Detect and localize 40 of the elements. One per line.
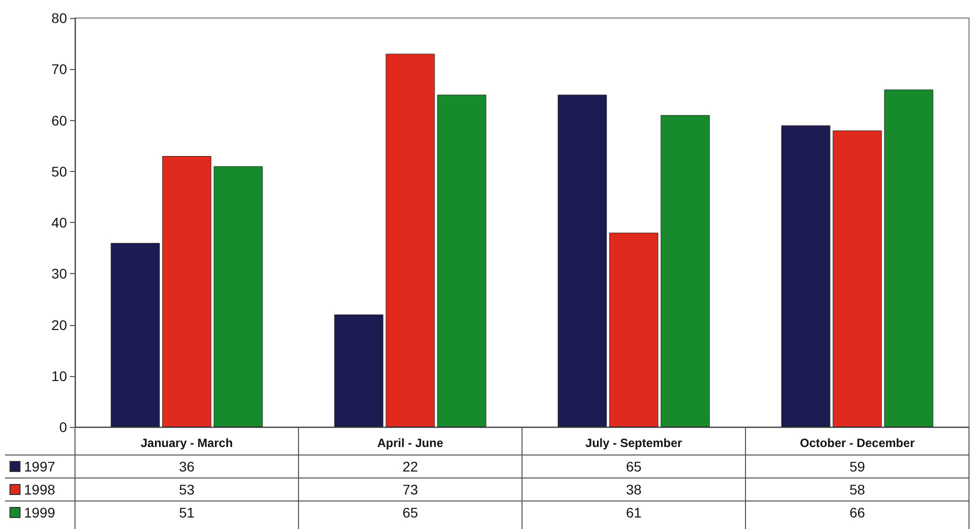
bar [214,166,263,427]
bar [162,156,212,427]
y-tick-label: 10 [51,368,68,384]
y-tick-label: 80 [51,10,68,26]
bar [437,94,486,427]
data-label: 65 [402,504,418,520]
y-tick-label: 0 [59,419,68,435]
bar [334,314,384,427]
data-label: 65 [626,458,642,474]
y-tick-label: 50 [51,163,68,180]
bar [609,232,658,427]
x-tick-label: January - March [140,436,233,450]
x-tick-label: July - September [585,436,682,450]
y-tick-label: 30 [51,266,68,282]
data-label: 22 [402,458,418,474]
bar [558,94,607,427]
y-tick-label: 60 [51,112,68,128]
x-tick-label: October - December [800,436,915,450]
bar [832,130,882,427]
bar [386,54,435,427]
bar [781,125,830,427]
legend-label: 1998 [24,482,56,498]
bar [884,90,934,427]
data-label: 66 [849,504,866,520]
x-tick-label: April - June [377,436,444,450]
data-label: 61 [626,504,642,520]
data-label: 38 [626,482,642,498]
bar [110,242,160,427]
data-label: 58 [849,482,866,498]
data-label: 36 [178,458,195,474]
legend-label: 1997 [24,458,56,474]
data-label: 73 [402,482,418,498]
data-label: 59 [849,458,866,474]
legend-label: 1999 [24,504,56,520]
data-label: 53 [178,482,195,498]
y-tick-label: 40 [51,214,68,230]
y-tick-label: 20 [51,316,68,333]
bar [660,115,710,427]
data-label: 51 [178,504,195,520]
y-tick-label: 70 [51,61,68,78]
